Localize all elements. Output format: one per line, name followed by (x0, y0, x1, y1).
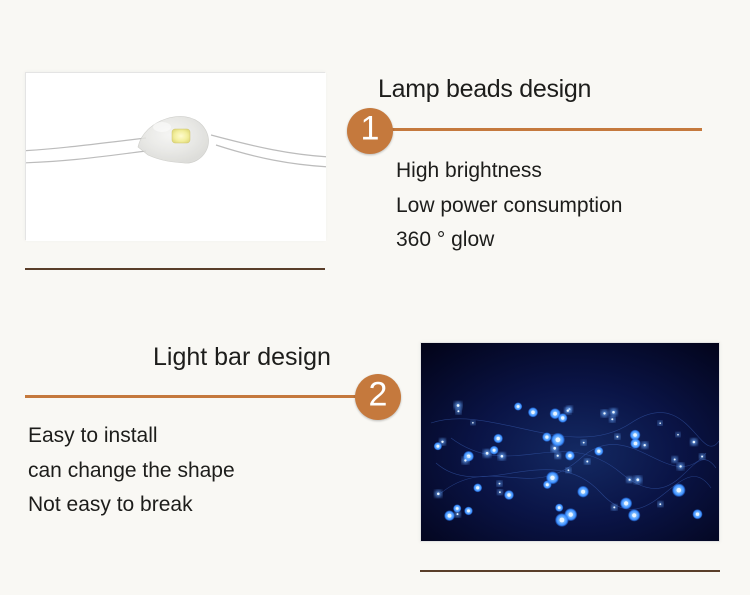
bullet-item: Easy to install (28, 419, 235, 454)
lamp-bead-illustration (26, 73, 326, 241)
accent-line (25, 395, 357, 398)
feature-bullets: Easy to install can change the shape Not… (28, 419, 235, 523)
lamp-bead-image (25, 72, 325, 240)
badge-number: 1 (361, 110, 380, 149)
light-bar-illustration (421, 343, 720, 542)
bullet-item: Not easy to break (28, 488, 235, 523)
bullet-item: High brightness (396, 154, 622, 189)
feature-bullets: High brightness Low power consumption 36… (396, 154, 622, 258)
accent-line (392, 128, 702, 131)
section-title: Light bar design (153, 343, 331, 372)
image-underline (420, 570, 720, 572)
badge-number: 2 (369, 376, 388, 415)
bullet-item: can change the shape (28, 454, 235, 489)
image-underline (25, 268, 325, 270)
number-badge-1: 1 (347, 108, 393, 154)
bullet-item: 360 ° glow (396, 223, 622, 258)
light-bar-image (420, 342, 720, 542)
number-badge-2: 2 (355, 374, 401, 420)
section-title: Lamp beads design (378, 75, 591, 104)
bullet-item: Low power consumption (396, 189, 622, 224)
